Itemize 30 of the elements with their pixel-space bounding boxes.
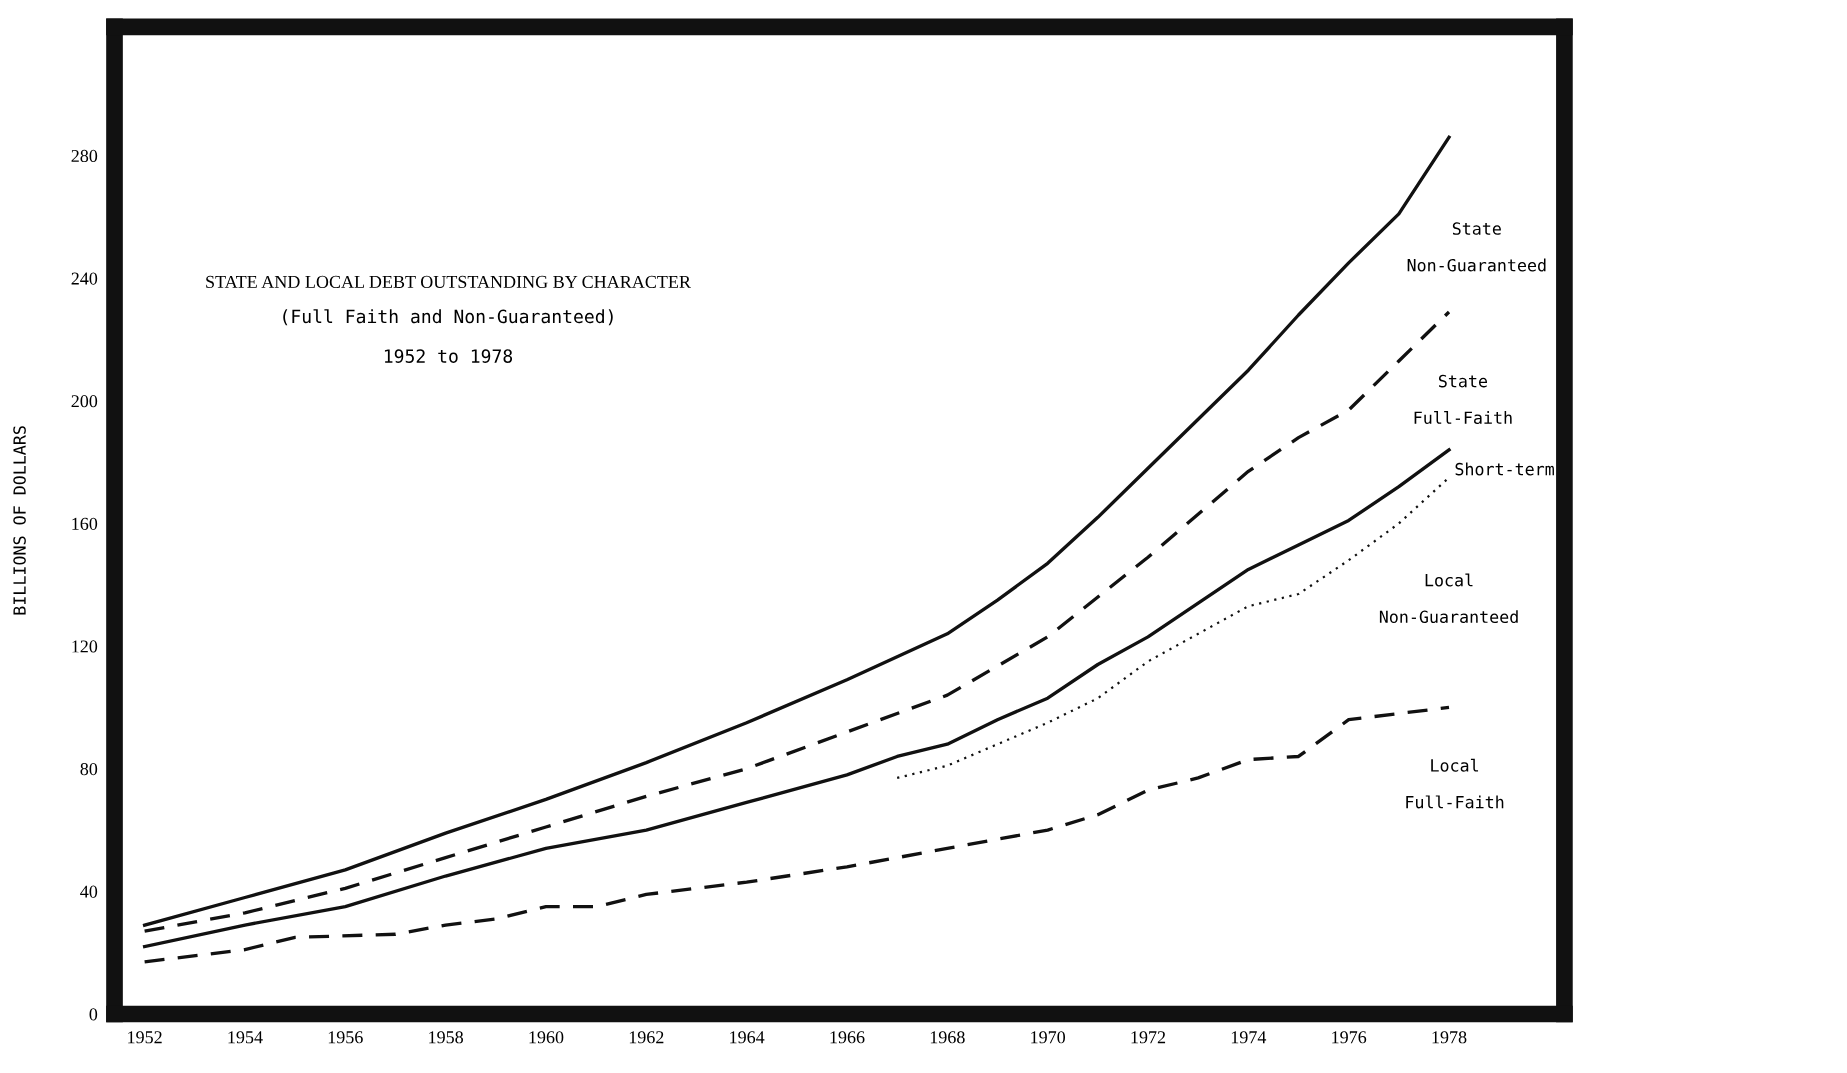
x-tick-label: 1966: [830, 1031, 865, 1044]
y-tick-label: 0: [89, 1008, 98, 1021]
x-tick-label: 1972: [1131, 1031, 1166, 1044]
y-tick-label: 200: [71, 395, 98, 408]
x-tick-label: 1956: [328, 1031, 363, 1044]
x-tick-label: 1954: [228, 1031, 263, 1044]
x-tick-label: 1952: [128, 1031, 162, 1044]
text: (Full Faith and Non-Guaranteed) 1952 to 1978: [283, 309, 613, 363]
x-tick-label: 1962: [629, 1031, 664, 1044]
x-tick-label: 1976: [1332, 1031, 1367, 1044]
x-tick-label: 1968: [930, 1031, 965, 1044]
y-tick-label: 120: [72, 640, 98, 653]
y-tick-label: 160: [72, 517, 98, 530]
x-tick-label: 1960: [529, 1031, 564, 1044]
text: State Non-Guaranteed: [1407, 222, 1546, 272]
text: STATE AND LOCAL DEBT OUTSTANDING BY CHARACTER: [206, 275, 691, 289]
text: Local Full-Faith: [1406, 758, 1504, 809]
y-tick-label: 80: [80, 762, 98, 776]
x-tick-label: 1970: [1031, 1031, 1066, 1044]
y-axis-title: BILLIONS OF DOLLARS: [13, 426, 26, 615]
x-tick-label: 1974: [1231, 1031, 1267, 1044]
series-label: Short-term: [1455, 462, 1554, 476]
y-tick-label: 240: [71, 272, 98, 285]
text: Local Non-Guaranteed: [1379, 573, 1518, 624]
y-tick-label: 280: [71, 149, 98, 163]
x-tick-label: 1958: [429, 1031, 463, 1044]
x-tick-label: 1978: [1432, 1031, 1467, 1044]
text: State Full-Faith: [1414, 374, 1512, 425]
x-tick-label: 1964: [730, 1031, 765, 1044]
y-tick-label: 40: [80, 885, 98, 898]
